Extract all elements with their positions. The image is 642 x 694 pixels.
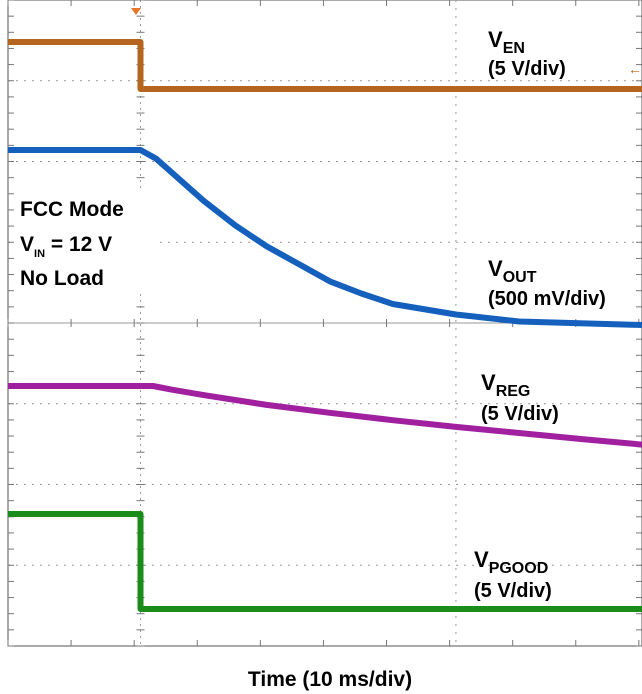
vpgood-label: VPGOOD xyxy=(474,547,548,577)
trace-v-en xyxy=(8,39,642,92)
trace-v-reg xyxy=(8,383,642,448)
traces xyxy=(8,39,642,612)
annotation: FCC Mode VIN = 12 V No Load xyxy=(14,192,154,292)
x-axis-label: Time (10 ms/div) xyxy=(248,668,412,691)
trigger-marker-icon xyxy=(131,8,141,15)
annotation-mode: FCC Mode xyxy=(20,198,124,221)
ven-scale: (5 V/div) xyxy=(488,58,566,80)
trace-v-pgood xyxy=(8,511,642,612)
vout-label: VOUT xyxy=(488,256,537,286)
vreg-label: VREG xyxy=(481,370,530,400)
channel-marker-icon: ← xyxy=(628,61,642,77)
ven-label: VEN xyxy=(488,27,525,57)
annotation-load: No Load xyxy=(20,267,104,290)
trace-v-out xyxy=(8,147,642,328)
vreg-scale: (5 V/div) xyxy=(481,403,559,425)
vout-scale: (500 mV/div) xyxy=(488,288,606,310)
vpgood-scale: (5 V/div) xyxy=(474,580,552,602)
annotation-vin: VIN = 12 V xyxy=(20,233,112,260)
